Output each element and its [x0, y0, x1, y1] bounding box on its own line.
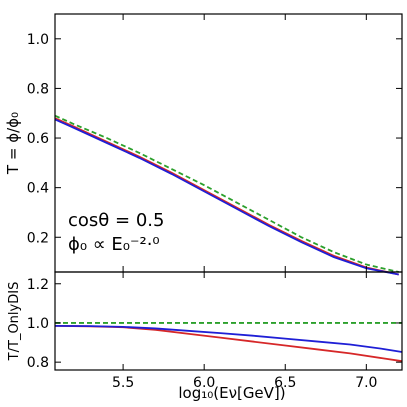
x-tick-label: 6.0 — [193, 375, 215, 391]
y-tick-label: 0.8 — [27, 81, 49, 97]
main-annotation: cosθ = 0.5 ϕ₀ ∝ E₀⁻²·⁰ — [68, 210, 164, 255]
series-line-2 — [54, 118, 399, 276]
y-tick-label: 1.2 — [27, 277, 49, 293]
main-y-axis-label: T = ϕ/ϕ₀ — [4, 112, 22, 175]
annotation-line-2: ϕ₀ ∝ E₀⁻²·⁰ — [68, 234, 160, 255]
y-tick-label: 1.0 — [27, 316, 49, 332]
series-line-2 — [54, 325, 403, 353]
plot-frame — [54, 271, 403, 371]
x-axis-label: log₁₀(Eν[GeV]) — [178, 384, 285, 402]
annotation-line-1: cosθ = 0.5 — [68, 210, 164, 231]
ratio-y-axis-label: T/T_OnlyDIS — [7, 282, 22, 362]
ratio-panel: 0.8 1.0 1.2 5.5 6.0 6.5 7.0 — [27, 271, 403, 391]
y-tick-label: 0.2 — [27, 230, 49, 246]
y-tick-label: 0.6 — [27, 131, 49, 147]
y-tick-label: 0.4 — [27, 181, 49, 197]
series-line-1 — [54, 117, 399, 276]
x-tick-label: 7.0 — [355, 375, 377, 391]
main-panel: 0.2 0.4 0.6 0.8 1.0 — [27, 13, 403, 276]
y-tick-label: 0.8 — [27, 355, 49, 371]
x-tick-label: 6.5 — [274, 375, 296, 391]
series-line-0 — [54, 114, 399, 273]
y-tick-label: 1.0 — [27, 32, 49, 48]
series-line-1 — [54, 325, 403, 363]
x-tick-label: 5.5 — [112, 375, 134, 391]
